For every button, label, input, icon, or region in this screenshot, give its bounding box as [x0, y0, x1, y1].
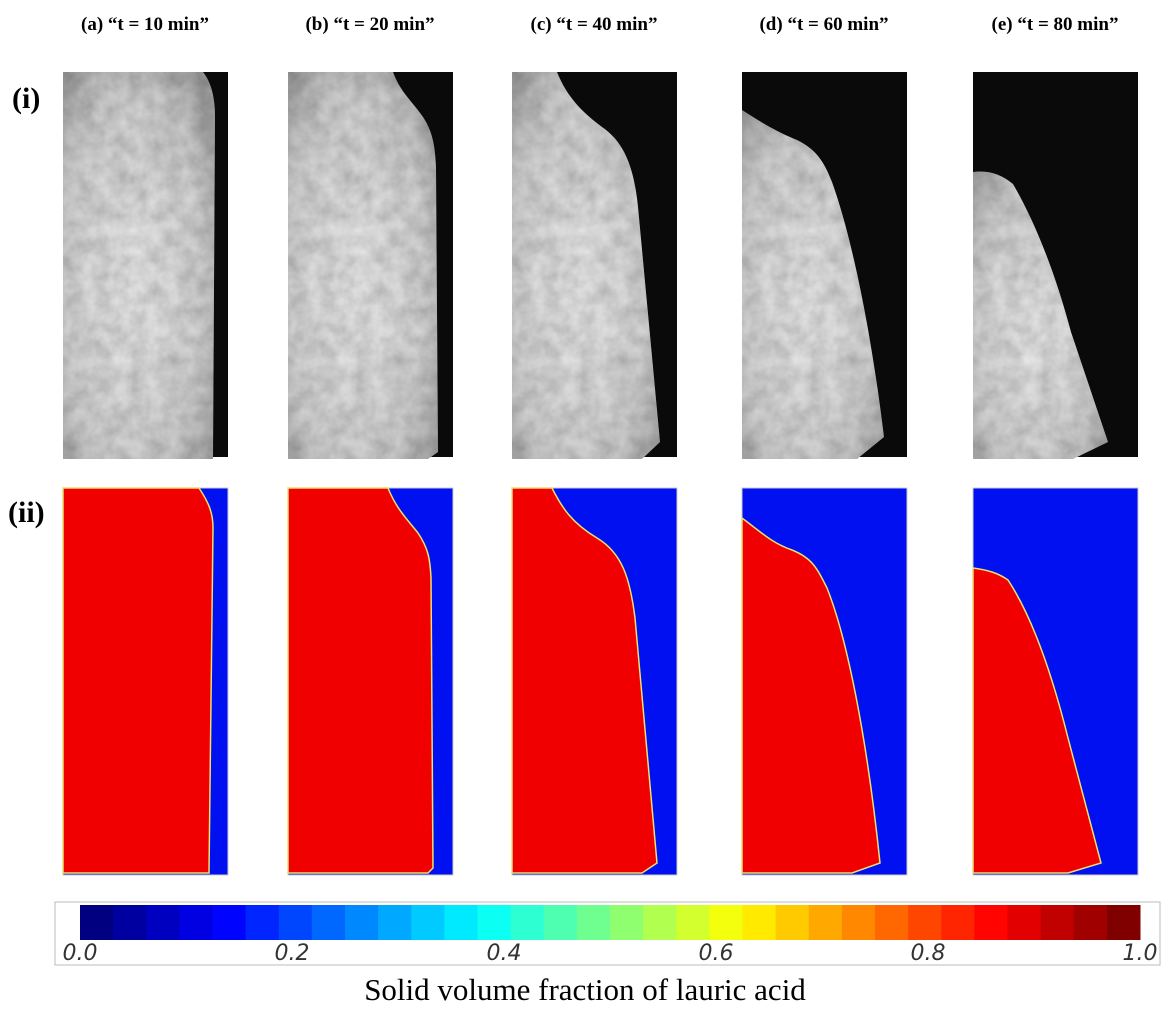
colorbar-tick-label: 0.4 — [487, 941, 522, 966]
solid-region-photo — [973, 171, 1108, 459]
colorbar-segment — [212, 905, 247, 940]
colorbar-segment — [576, 905, 611, 940]
colorbar-tick-label: 0.8 — [911, 941, 946, 966]
colorbar-segment — [543, 905, 578, 940]
row-label: (ii) — [8, 496, 45, 529]
colorbar-segment — [1040, 905, 1075, 940]
colorbar-segment — [1073, 905, 1108, 940]
simulation-panel — [511, 487, 678, 876]
colorbar-segment — [610, 905, 644, 940]
colorbar-segment — [676, 905, 710, 940]
colorbar-segment — [80, 905, 114, 940]
solid-region-photo — [742, 110, 884, 459]
photo-panel — [742, 72, 907, 459]
colorbar-segment — [477, 905, 512, 940]
colorbar-segment — [709, 905, 743, 940]
colorbar-segment — [1106, 905, 1141, 940]
column-label: (e) “t = 80 min” — [992, 14, 1119, 35]
colorbar-tick-label: 0.6 — [699, 941, 734, 966]
colorbar-tick-label: 0.0 — [63, 941, 98, 966]
colorbar-segment — [278, 905, 313, 940]
simulation-panel — [287, 487, 454, 876]
photo-panel — [288, 72, 453, 459]
solid-region — [62, 487, 214, 874]
solid-region — [511, 487, 658, 874]
colorbar-segment — [411, 905, 445, 940]
colorbar-segment — [245, 905, 280, 940]
solid-region — [741, 516, 881, 874]
photo-panel — [973, 72, 1138, 459]
colorbar-tick-label: 0.2 — [275, 941, 310, 966]
solid-region-photo — [63, 72, 215, 459]
colorbar-segment — [345, 905, 379, 940]
colorbar-segment — [941, 905, 975, 940]
colorbar-segment — [444, 905, 478, 940]
colorbar-segment — [742, 905, 777, 940]
colorbar-segment — [113, 905, 147, 940]
column-label: (c) “t = 40 min” — [531, 14, 658, 35]
colorbar-segment — [775, 905, 810, 940]
photo-panel — [512, 72, 677, 459]
photo-panel — [63, 72, 228, 459]
solid-region — [287, 487, 434, 874]
column-label: (a) “t = 10 min” — [81, 14, 209, 35]
solid-region-photo — [512, 72, 660, 459]
colorbar-title: Solid volume fraction of lauric acid — [364, 972, 806, 1007]
simulation-panel — [741, 487, 908, 876]
colorbar-segment — [908, 905, 942, 940]
column-label: (d) “t = 60 min” — [759, 14, 888, 35]
solid-region — [972, 567, 1102, 874]
colorbar-segment — [378, 905, 412, 940]
colorbar-segment — [510, 905, 545, 940]
colorbar-segment — [974, 905, 1008, 940]
colorbar-segment — [875, 905, 909, 940]
colorbar-segment — [841, 905, 876, 940]
colorbar-segment — [146, 905, 180, 940]
colorbar-segment — [311, 905, 346, 940]
colorbar-segment — [643, 905, 677, 940]
simulation-panel — [62, 487, 229, 876]
simulation-panel — [972, 487, 1139, 876]
column-label: (b) “t = 20 min” — [305, 14, 434, 35]
colorbar-segment — [808, 905, 843, 940]
row-label: (i) — [12, 82, 40, 115]
colorbar-segment — [1007, 905, 1042, 940]
colorbar-segment — [179, 905, 213, 940]
colorbar-tick-label: 1.0 — [1123, 941, 1158, 966]
solid-region-photo — [288, 72, 438, 459]
